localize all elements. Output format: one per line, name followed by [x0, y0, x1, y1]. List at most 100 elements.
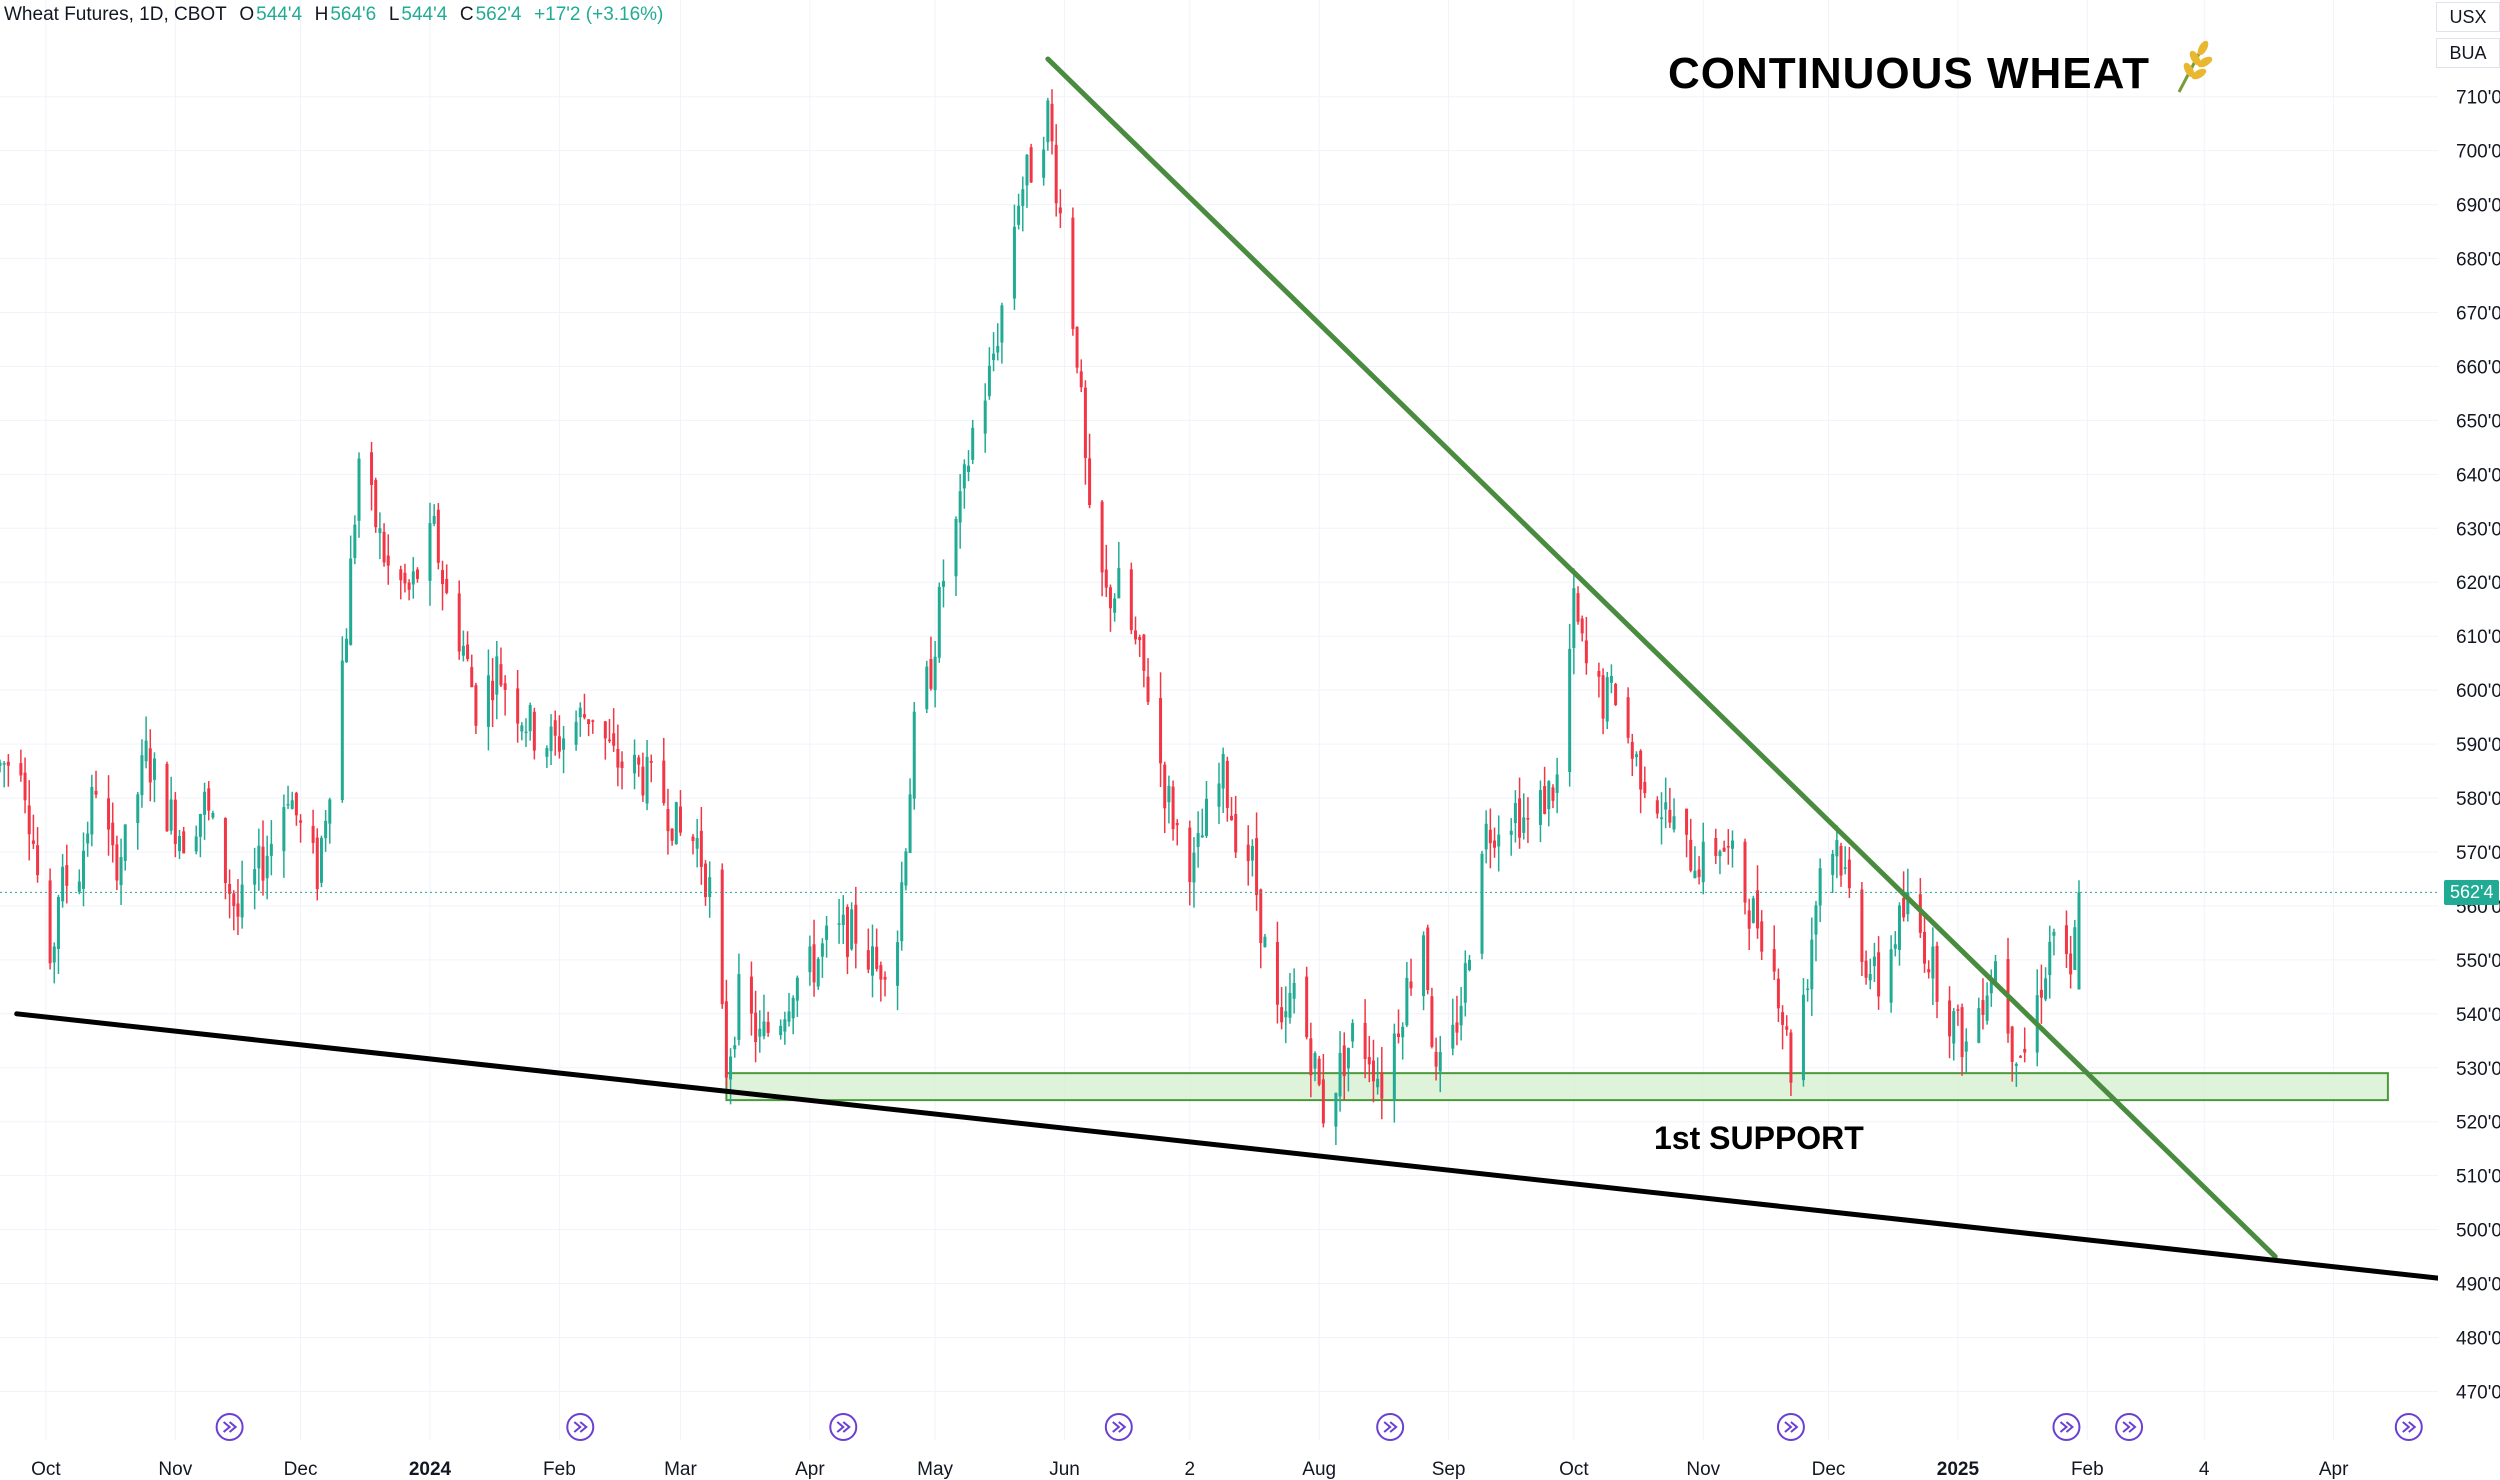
candle-body	[1275, 942, 1279, 1005]
candle-body	[299, 820, 303, 823]
candle-body	[1334, 1092, 1338, 1127]
candle-body	[1697, 869, 1701, 878]
trendlines	[14, 56, 2441, 1281]
y-tick-label: 510'0	[2456, 1167, 2500, 1188]
price-axis-background	[2438, 0, 2500, 1480]
candle-body	[1509, 830, 1513, 835]
candle-body	[816, 958, 820, 987]
candle-body	[820, 943, 824, 957]
candle-body	[1451, 1024, 1455, 1049]
candle-body	[115, 844, 119, 881]
candle-body	[1050, 103, 1054, 142]
candle-body	[1877, 952, 1881, 997]
candle-body	[1718, 851, 1722, 857]
candle-body	[198, 814, 202, 837]
candle-body	[1981, 1000, 1985, 1016]
unit-bua-button[interactable]: BUA	[2436, 38, 2500, 68]
candle-body	[269, 843, 273, 856]
x-tick-label: Feb	[543, 1459, 576, 1480]
candle-body	[1977, 1008, 1981, 1043]
candle-body	[1601, 675, 1605, 719]
event-marker-icon[interactable]	[566, 1413, 595, 1441]
candle-body	[808, 946, 812, 973]
x-tick-label: 2025	[1937, 1459, 1980, 1480]
candle-body	[925, 666, 929, 710]
candle-body	[1605, 677, 1609, 722]
candle-body	[223, 818, 227, 884]
candle-body	[933, 656, 937, 691]
x-tick-label: Dec	[1812, 1459, 1846, 1480]
candle-body	[1459, 1005, 1463, 1026]
candle-body	[1814, 905, 1818, 935]
candle-body	[791, 997, 795, 1019]
candle-body	[562, 738, 566, 750]
candle-body	[1893, 944, 1897, 949]
candle-body	[1246, 844, 1250, 862]
candle-body	[896, 942, 900, 986]
candle-body	[1367, 1056, 1371, 1065]
candle-body	[1643, 781, 1647, 794]
candle-body	[357, 458, 361, 521]
y-tick-label: 530'0	[2456, 1059, 2500, 1080]
candle-body	[457, 593, 461, 652]
candle-body	[1948, 1000, 1952, 1037]
event-marker-icon[interactable]	[2115, 1413, 2144, 1441]
candle-body	[603, 721, 607, 739]
candle-body	[1576, 593, 1580, 622]
candle-body	[971, 427, 975, 460]
candle-body	[403, 572, 407, 584]
event-marker-icon[interactable]	[1776, 1413, 1805, 1441]
candle-body	[1071, 217, 1075, 329]
candle-body	[1931, 946, 1935, 979]
candle-body	[1985, 995, 1989, 1021]
candle-body	[441, 570, 445, 585]
candle-body	[1376, 1078, 1380, 1088]
event-marker-icon[interactable]	[2394, 1413, 2423, 1441]
event-marker-icon[interactable]	[1376, 1413, 1405, 1441]
unit-usx-button[interactable]: USX	[2436, 2, 2500, 32]
y-tick-label: 710'0	[2456, 88, 2500, 109]
candle-body	[324, 820, 328, 839]
candle-body	[1747, 910, 1751, 929]
candle-body	[52, 946, 56, 963]
candle-body	[1614, 683, 1618, 705]
candle-body	[499, 664, 503, 686]
candle-body	[1012, 226, 1016, 299]
event-marker-icon[interactable]	[215, 1413, 244, 1441]
candle-body	[111, 822, 115, 846]
candle-body	[257, 845, 261, 869]
candle-body	[912, 711, 916, 799]
support-zone-rect	[725, 1072, 2389, 1102]
candle-body	[729, 1056, 733, 1080]
event-marker-icon[interactable]	[2052, 1413, 2081, 1441]
candle-body	[1401, 1026, 1405, 1038]
candle-body	[1868, 974, 1872, 981]
event-marker-icon[interactable]	[1104, 1413, 1133, 1441]
candle-body	[2, 763, 6, 765]
candle-body	[1751, 898, 1755, 923]
candle-body	[432, 516, 436, 524]
candle-body	[340, 660, 344, 801]
event-marker-icon[interactable]	[829, 1413, 858, 1441]
candle-body	[182, 831, 186, 854]
trendline	[14, 1011, 2441, 1281]
candle-body	[837, 923, 841, 925]
candle-body	[879, 965, 883, 980]
candle-body	[524, 731, 528, 734]
candle-body	[1259, 889, 1263, 944]
candle-body	[1188, 827, 1192, 883]
candle-body	[77, 881, 81, 892]
y-tick-label: 670'0	[2456, 304, 2500, 325]
candle-body	[2010, 1026, 2014, 1062]
candle-body	[795, 977, 799, 1001]
candle-body	[875, 946, 879, 969]
candle-body	[1017, 205, 1021, 225]
candle-body	[1075, 326, 1079, 368]
last-price-badge: 562'4	[2444, 880, 2500, 906]
candle-body	[737, 974, 741, 1040]
candle-body	[119, 857, 123, 886]
support-zone	[725, 1072, 2389, 1102]
event-marker-chevrons	[2059, 1421, 2075, 1433]
candle-body	[1175, 822, 1179, 826]
